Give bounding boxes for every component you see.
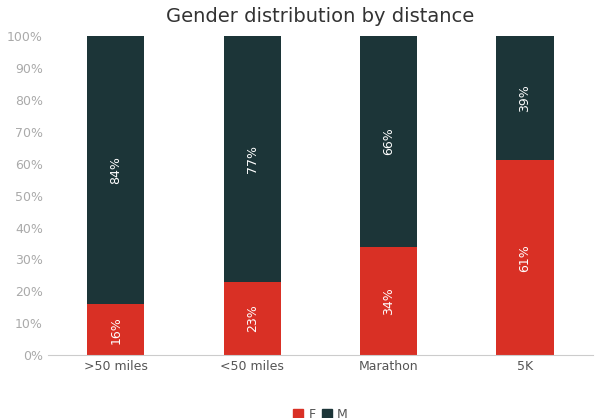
Bar (87, 36, 145, 304)
Text: 23%: 23% (245, 305, 259, 332)
Text: 77%: 77% (245, 145, 259, 173)
Text: 16%: 16% (109, 316, 122, 344)
Title: Gender distribution by distance: Gender distribution by distance (166, 7, 475, 26)
Bar (360, 247, 417, 355)
Bar (224, 282, 281, 355)
Text: 61%: 61% (518, 244, 532, 272)
Bar (87, 304, 145, 355)
Legend: F, M: F, M (289, 403, 352, 418)
Bar (360, 36, 417, 247)
Text: 39%: 39% (518, 84, 532, 112)
Text: 34%: 34% (382, 287, 395, 315)
Bar (224, 36, 281, 282)
Bar (496, 36, 554, 161)
Text: 66%: 66% (382, 127, 395, 155)
Bar (496, 161, 554, 355)
Text: 84%: 84% (109, 156, 122, 184)
